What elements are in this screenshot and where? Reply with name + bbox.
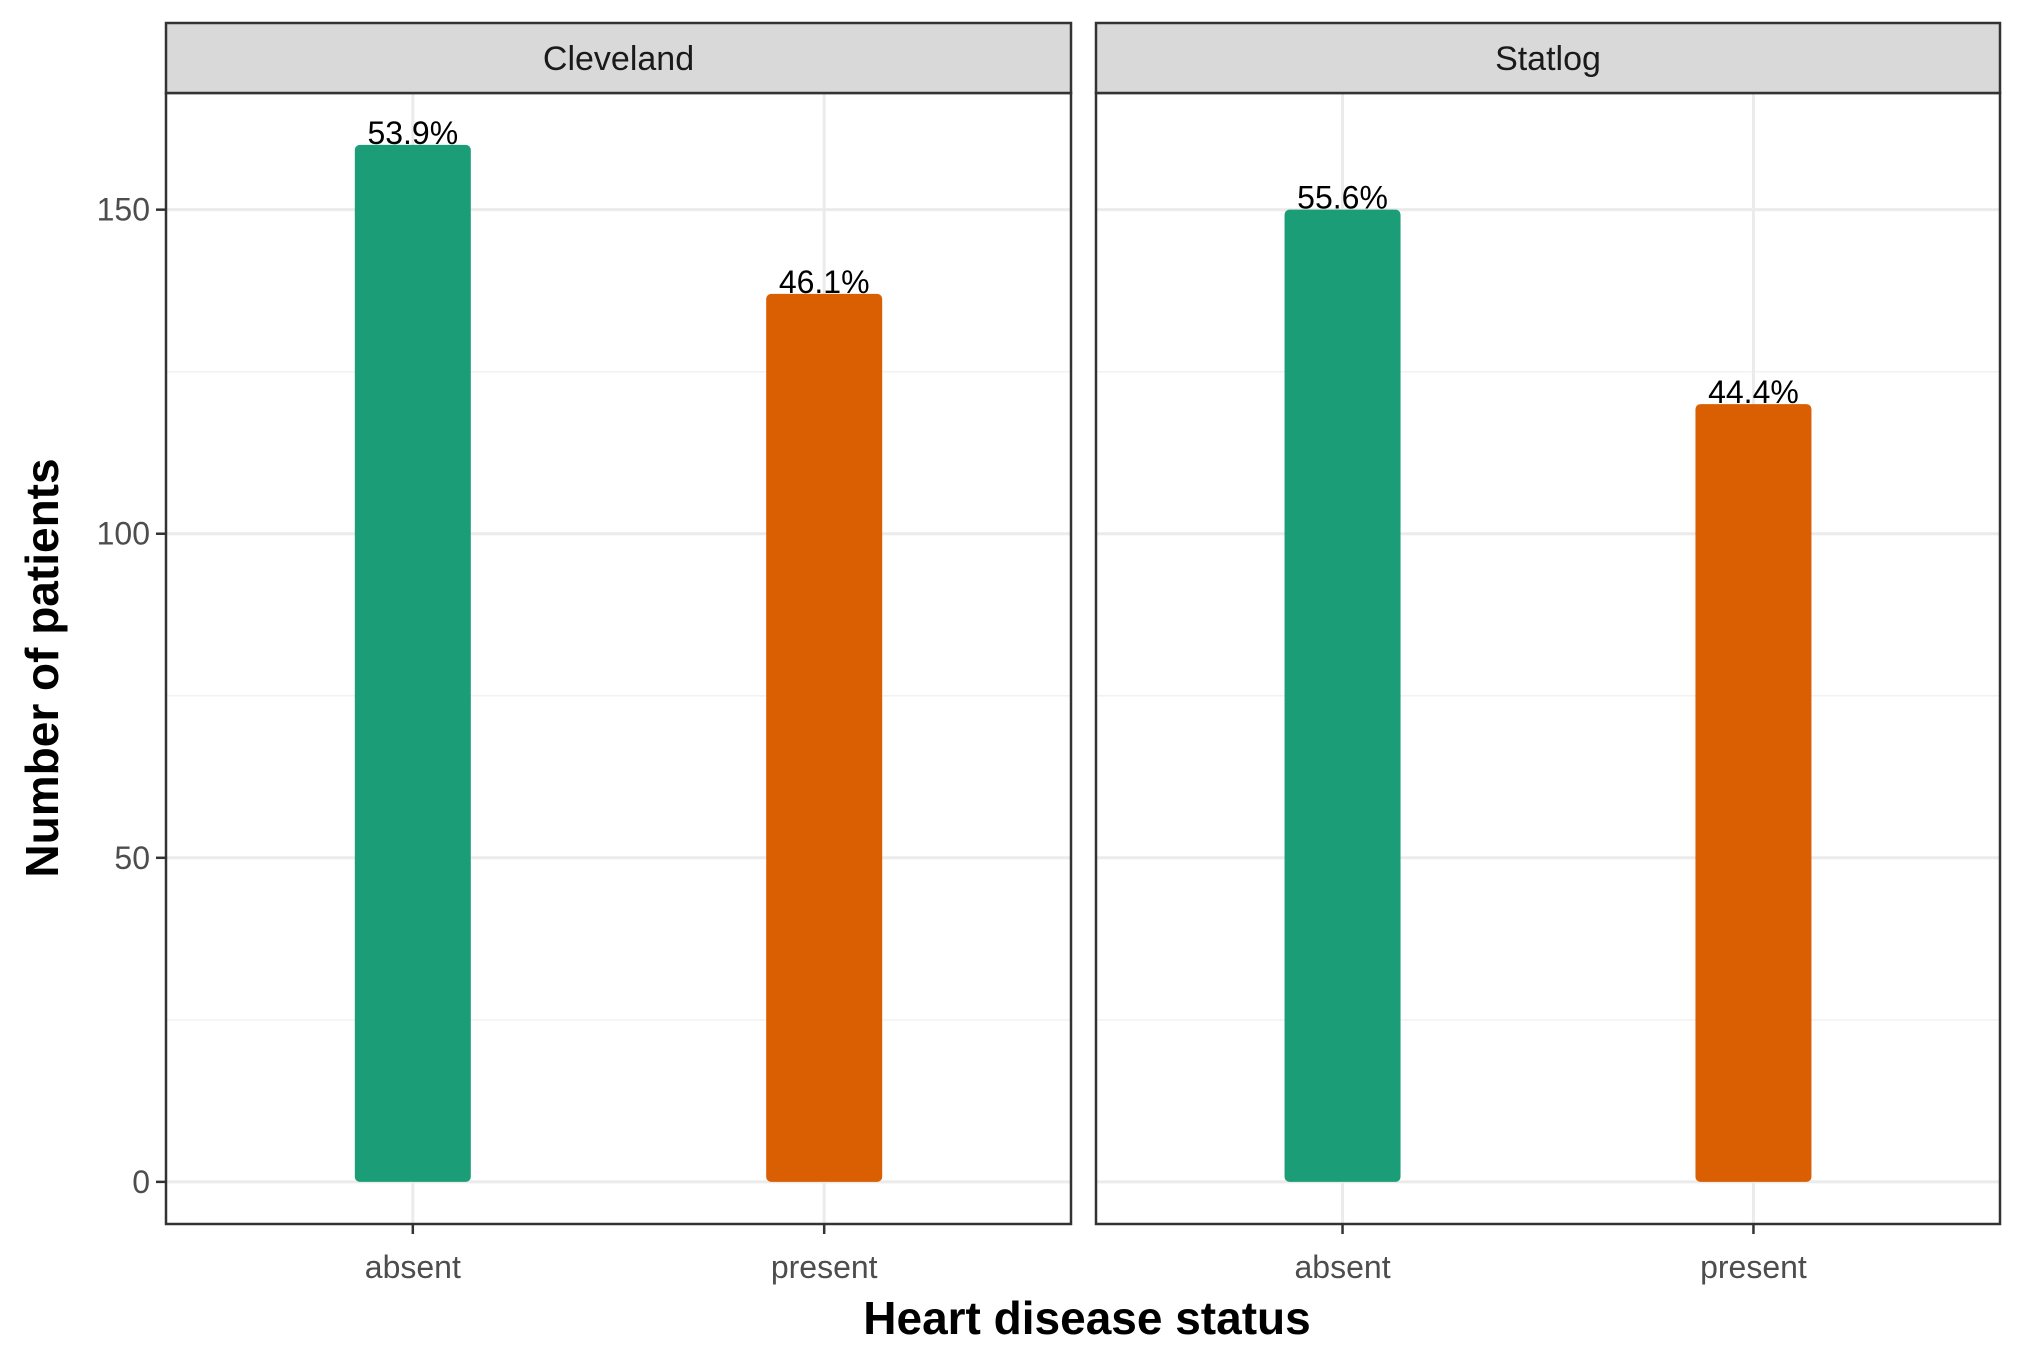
panel-cleveland: 53.9% 46.1% Cleveland xyxy=(164,21,1073,1226)
facet-strip xyxy=(1094,21,2002,95)
y-axis-title: Number of patients xyxy=(16,458,68,877)
panels-layer: 53.9% 46.1% Cleveland 55.6% 44.4% Statlog xyxy=(164,21,2002,1226)
x-tick-label: absent xyxy=(365,1249,461,1285)
panel-background xyxy=(166,93,1071,1224)
panel-background xyxy=(1096,93,2000,1224)
x-tick-label: present xyxy=(1700,1249,1807,1285)
y-axis: 0 50 100 150 xyxy=(97,192,166,1200)
y-tick-label: 50 xyxy=(114,840,150,876)
x-tick-label: present xyxy=(771,1249,878,1285)
bar-statlog-present xyxy=(1695,404,1812,1182)
y-tick-label: 0 xyxy=(132,1164,150,1200)
data-label-statlog-present: 44.4% xyxy=(1708,374,1799,410)
x-axis: absent present absent present xyxy=(365,1224,1807,1285)
data-label-cleveland-absent: 53.9% xyxy=(367,115,458,151)
y-tick-label: 100 xyxy=(97,516,150,552)
facet-strip-label: Cleveland xyxy=(543,40,694,78)
panel-statlog: 55.6% 44.4% Statlog xyxy=(1094,21,2002,1226)
bar-cleveland-present xyxy=(766,293,883,1182)
data-label-cleveland-present: 46.1% xyxy=(779,264,870,300)
x-tick-label: absent xyxy=(1295,1249,1391,1285)
facet-strip xyxy=(164,21,1073,95)
bar-statlog-absent xyxy=(1284,209,1401,1182)
bar-cleveland-absent xyxy=(354,144,471,1182)
x-axis-title: Heart disease status xyxy=(863,1292,1310,1344)
data-label-statlog-absent: 55.6% xyxy=(1297,180,1388,216)
y-tick-label: 150 xyxy=(97,192,150,228)
facet-strip-label: Statlog xyxy=(1495,40,1601,78)
